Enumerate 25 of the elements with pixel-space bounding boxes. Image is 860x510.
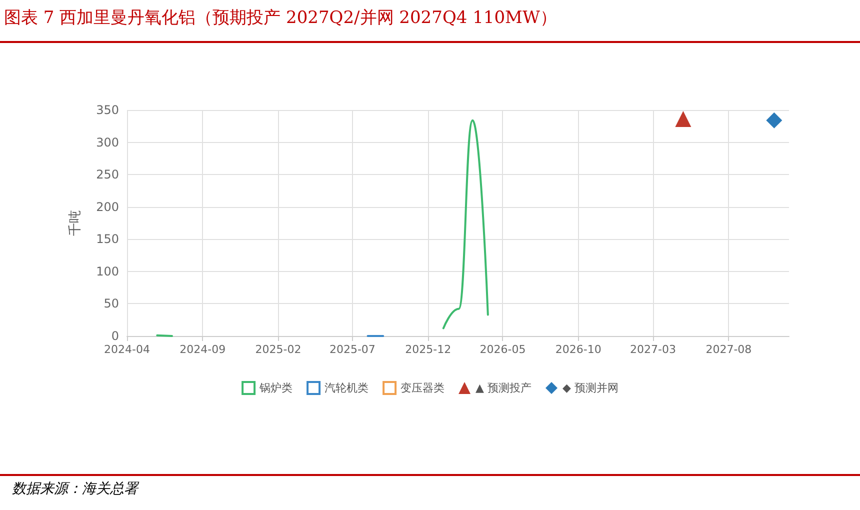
y-axis-title: 千吨 <box>68 210 83 236</box>
x-tick-label: 2027-08 <box>706 343 752 356</box>
y-tick-label: 100 <box>96 264 119 278</box>
legend-label: ◆ 预测并网 <box>562 382 618 394</box>
y-tick-label: 50 <box>104 296 119 311</box>
x-tick-label: 2026-10 <box>555 343 602 356</box>
source-note: 数据来源：海关总署 <box>12 480 138 498</box>
x-tick-label: 2025-12 <box>405 343 452 356</box>
y-tick-label: 250 <box>96 168 119 182</box>
x-tick-label: 2026-05 <box>480 343 526 356</box>
y-tick-label: 300 <box>96 135 119 150</box>
x-tick-label: 2027-03 <box>630 343 676 356</box>
x-tick-label: 2025-07 <box>329 343 376 356</box>
y-tick-label: 0 <box>111 329 119 343</box>
legend-label: 汽轮机类 <box>324 382 369 394</box>
legend-label: ▲ 预测投产 <box>476 382 532 394</box>
x-tick-label: 2024-09 <box>180 343 226 356</box>
y-tick-label: 150 <box>96 232 119 246</box>
legend-label: 锅炉类 <box>258 382 293 394</box>
y-tick-label: 350 <box>96 103 119 117</box>
legend-label: 变压器类 <box>400 382 445 394</box>
chart-title: 图表 7 西加里曼丹氧化铝（预期投产 2027Q2/并网 2027Q4 110MW） <box>4 7 557 29</box>
x-tick-label: 2024-04 <box>104 343 150 356</box>
y-tick-label: 200 <box>96 200 119 214</box>
x-tick-label: 2025-02 <box>255 343 302 356</box>
